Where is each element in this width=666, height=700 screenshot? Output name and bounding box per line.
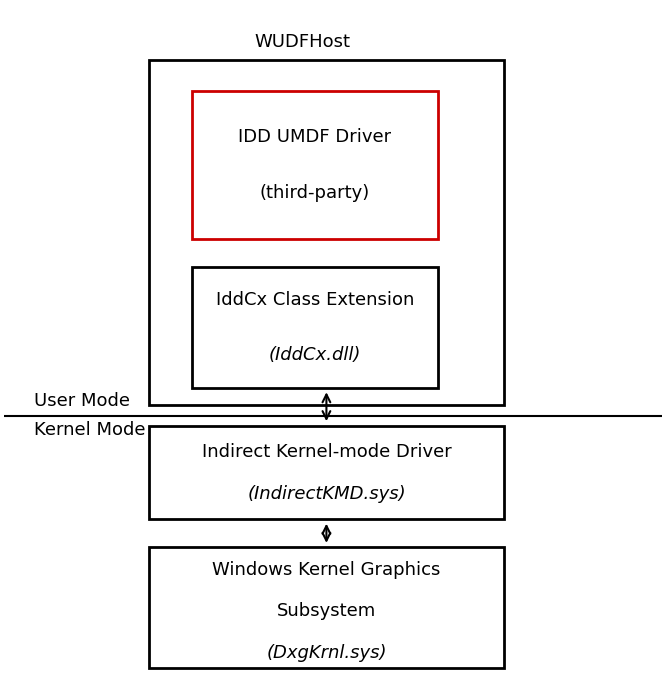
FancyBboxPatch shape [149,547,504,668]
FancyBboxPatch shape [149,426,504,519]
Text: IddCx Class Extension: IddCx Class Extension [216,291,414,309]
Text: (DxgKrnl.sys): (DxgKrnl.sys) [266,643,387,662]
Text: IDD UMDF Driver: IDD UMDF Driver [238,128,392,146]
Text: Kernel Mode: Kernel Mode [34,421,145,439]
Text: Subsystem: Subsystem [277,602,376,620]
Text: (IddCx.dll): (IddCx.dll) [268,346,361,364]
FancyBboxPatch shape [192,90,438,239]
FancyBboxPatch shape [192,267,438,388]
Text: (third-party): (third-party) [260,183,370,202]
Text: WUDFHost: WUDFHost [254,33,350,51]
Text: (IndirectKMD.sys): (IndirectKMD.sys) [247,484,406,503]
Text: User Mode: User Mode [34,392,130,410]
Text: Windows Kernel Graphics: Windows Kernel Graphics [212,561,441,579]
Text: Indirect Kernel-mode Driver: Indirect Kernel-mode Driver [202,443,452,461]
FancyBboxPatch shape [149,60,504,405]
